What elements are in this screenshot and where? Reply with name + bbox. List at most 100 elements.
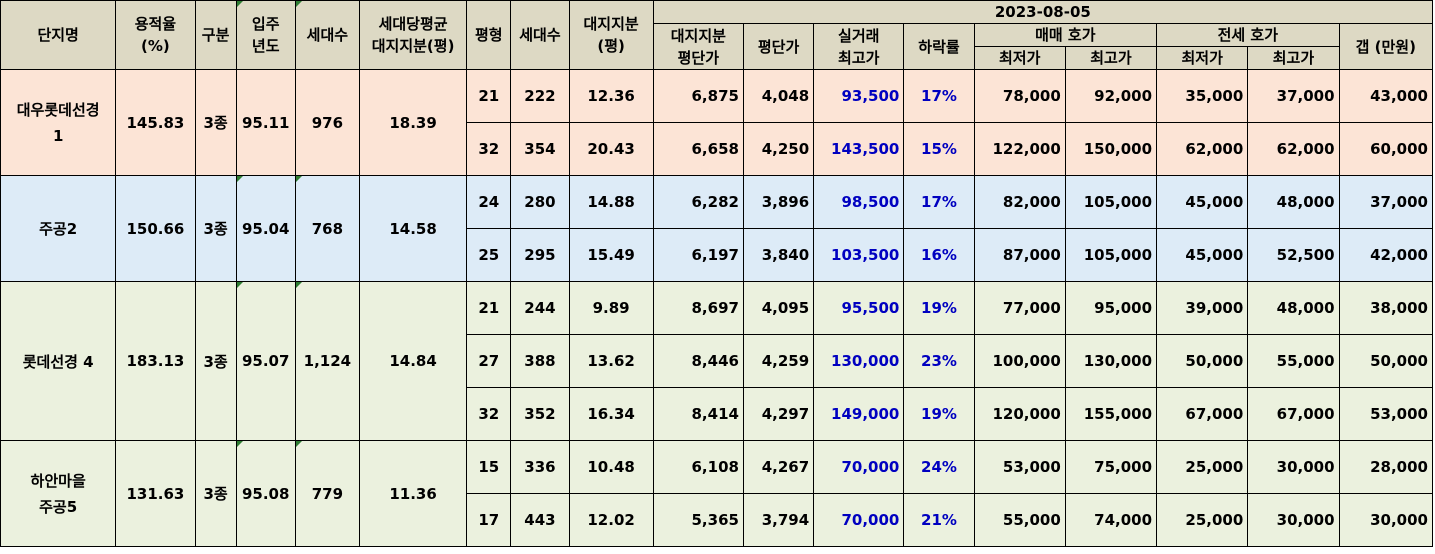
drop-rate-cell: 15% xyxy=(903,122,975,176)
jeonse-min-cell: 62,000 xyxy=(1156,122,1249,176)
drop-rate-cell: 23% xyxy=(903,334,975,388)
jeonse-min-cell: 45,000 xyxy=(1156,228,1249,282)
land-price-cell: 6,108 xyxy=(652,440,744,494)
max-trade-cell: 95,500 xyxy=(813,281,905,335)
gap-cell: 42,000 xyxy=(1338,228,1434,282)
sale-min-cell: 53,000 xyxy=(973,440,1066,494)
sale-max-cell: 75,000 xyxy=(1064,440,1158,494)
header-jeonse-max: 최고가 xyxy=(1247,46,1340,70)
drop-rate-cell: 21% xyxy=(903,493,975,547)
jeonse-min-cell: 67,000 xyxy=(1156,387,1249,441)
table-row: 주공2 150.66 3종 95.04 768 14.58 24 280 14.… xyxy=(0,175,1434,282)
jeonse-min-cell: 35,000 xyxy=(1156,69,1249,123)
jeonse-min-cell: 45,000 xyxy=(1156,175,1249,229)
complex-name: 하안마을 주공5 xyxy=(0,440,117,547)
zone-value: 3종 xyxy=(194,175,237,282)
households-cell: 244 xyxy=(510,281,570,335)
avg-land-value: 18.39 xyxy=(358,69,468,176)
sale-min-cell: 82,000 xyxy=(973,175,1066,229)
max-trade-cell: 98,500 xyxy=(813,175,905,229)
land-price-cell: 8,697 xyxy=(652,281,744,335)
land-share-cell: 12.36 xyxy=(568,69,654,123)
gap-cell: 30,000 xyxy=(1338,493,1434,547)
pyeong-cell: 25 xyxy=(466,228,512,282)
price-per-pyeong-cell: 3,794 xyxy=(742,493,815,547)
jeonse-min-cell: 25,000 xyxy=(1156,440,1249,494)
sale-min-cell: 100,000 xyxy=(973,334,1066,388)
drop-rate-cell: 24% xyxy=(903,440,975,494)
zone-value: 3종 xyxy=(194,69,237,176)
zone-value: 3종 xyxy=(194,281,237,441)
price-per-pyeong-cell: 3,840 xyxy=(742,228,815,282)
sale-min-cell: 77,000 xyxy=(973,281,1066,335)
max-trade-cell: 149,000 xyxy=(813,387,905,441)
far-value: 131.63 xyxy=(115,440,196,547)
header-year: 입주 년도 xyxy=(235,0,296,70)
table-row: 17 443 12.02 5,365 3,794 70,000 21% 55,0… xyxy=(1,493,1434,547)
avg-land-value: 14.84 xyxy=(358,281,468,441)
header-gap: 갭 (만원) xyxy=(1338,23,1434,70)
complex-name: 롯데선경 4 xyxy=(0,281,117,441)
table-row: 하안마을 주공5 131.63 3종 95.08 779 11.36 15 33… xyxy=(0,440,1434,547)
households-cell: 222 xyxy=(510,69,570,123)
pyeong-cell: 15 xyxy=(466,440,512,494)
sale-min-cell: 55,000 xyxy=(973,493,1066,547)
table-row: 대우롯데선경 1 145.83 3종 95.11 976 18.39 21 22… xyxy=(0,69,1434,176)
pyeong-cell: 21 xyxy=(466,69,512,123)
header-unit-households: 세대수 xyxy=(510,0,570,70)
table-row: 32 354 20.43 6,658 4,250 143,500 15% 122… xyxy=(1,122,1434,176)
sale-min-cell: 122,000 xyxy=(973,122,1066,176)
max-trade-cell: 70,000 xyxy=(813,493,905,547)
land-price-cell: 6,282 xyxy=(652,175,744,229)
households-value: 976 xyxy=(294,69,360,176)
price-per-pyeong-cell: 4,297 xyxy=(742,387,815,441)
land-share-cell: 15.49 xyxy=(568,228,654,282)
price-per-pyeong-cell: 4,267 xyxy=(742,440,815,494)
jeonse-max-cell: 30,000 xyxy=(1247,440,1340,494)
households-cell: 443 xyxy=(510,493,570,547)
header-complex-name: 단지명 xyxy=(0,0,117,70)
price-per-pyeong-cell: 4,095 xyxy=(742,281,815,335)
gap-cell: 37,000 xyxy=(1338,175,1434,229)
header-sale-max: 최고가 xyxy=(1064,46,1158,70)
households-value: 768 xyxy=(294,175,360,282)
zone-value: 3종 xyxy=(194,440,237,547)
land-share-cell: 10.48 xyxy=(568,440,654,494)
header-zone: 구분 xyxy=(194,0,237,70)
sale-max-cell: 92,000 xyxy=(1064,69,1158,123)
sale-max-cell: 74,000 xyxy=(1064,493,1158,547)
sale-max-cell: 130,000 xyxy=(1064,334,1158,388)
price-per-pyeong-cell: 4,259 xyxy=(742,334,815,388)
households-cell: 280 xyxy=(510,175,570,229)
drop-rate-cell: 17% xyxy=(903,69,975,123)
avg-land-value: 14.58 xyxy=(358,175,468,282)
gap-cell: 50,000 xyxy=(1338,334,1434,388)
year-value: 95.07 xyxy=(235,281,296,441)
header-land-price: 대지지분 평단가 xyxy=(652,23,744,70)
jeonse-min-cell: 50,000 xyxy=(1156,334,1249,388)
land-price-cell: 5,365 xyxy=(652,493,744,547)
header-pyeong: 평형 xyxy=(466,0,512,70)
far-value: 145.83 xyxy=(115,69,196,176)
pyeong-cell: 32 xyxy=(466,122,512,176)
drop-rate-cell: 17% xyxy=(903,175,975,229)
households-cell: 354 xyxy=(510,122,570,176)
land-price-cell: 6,658 xyxy=(652,122,744,176)
max-trade-cell: 143,500 xyxy=(813,122,905,176)
households-cell: 336 xyxy=(510,440,570,494)
header-sale-min: 최저가 xyxy=(973,46,1066,70)
gap-cell: 28,000 xyxy=(1338,440,1434,494)
table-row: 25 295 15.49 6,197 3,840 103,500 16% 87,… xyxy=(1,228,1434,282)
header-sale-ask: 매매 호가 xyxy=(973,23,1158,47)
drop-rate-cell: 19% xyxy=(903,387,975,441)
pyeong-cell: 21 xyxy=(466,281,512,335)
gap-cell: 60,000 xyxy=(1338,122,1434,176)
households-value: 779 xyxy=(294,440,360,547)
gap-cell: 53,000 xyxy=(1338,387,1434,441)
sale-max-cell: 95,000 xyxy=(1064,281,1158,335)
year-value: 95.04 xyxy=(235,175,296,282)
sale-min-cell: 87,000 xyxy=(973,228,1066,282)
jeonse-max-cell: 62,000 xyxy=(1247,122,1340,176)
max-trade-cell: 130,000 xyxy=(813,334,905,388)
sale-max-cell: 150,000 xyxy=(1064,122,1158,176)
